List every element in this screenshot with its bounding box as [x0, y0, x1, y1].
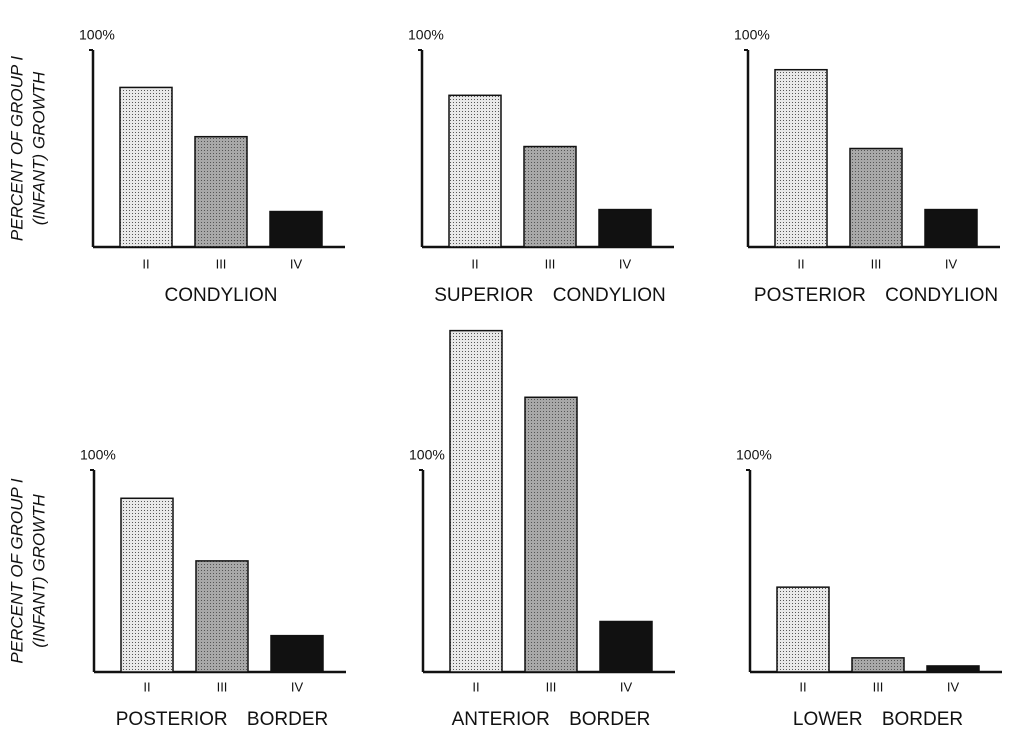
x-tick-label: III: [873, 679, 884, 694]
x-tick-label: IV: [947, 679, 960, 694]
bar: [270, 634, 324, 673]
x-tick-label: II: [143, 679, 150, 694]
x-tick-label: III: [871, 256, 882, 271]
y-tick-label: 100%: [734, 27, 770, 43]
y-axis-label: PERCENT OF GROUP I: [7, 478, 26, 663]
bar: [523, 145, 577, 248]
x-axis-label: SUPERIOR CONDYLION: [434, 285, 665, 306]
bar: [524, 396, 578, 673]
x-tick-label: IV: [620, 679, 633, 694]
bar: [774, 68, 828, 248]
y-tick-label: 100%: [80, 447, 116, 463]
x-axis-label: LOWER BORDER: [793, 709, 963, 730]
x-tick-label: II: [797, 256, 804, 271]
bar: [926, 665, 980, 673]
bar: [448, 94, 502, 248]
bar: [119, 86, 173, 248]
y-axis-label: (INFANT) GROWTH: [29, 493, 48, 647]
bar: [449, 329, 503, 673]
y-axis-label: PERCENT OF GROUP I: [7, 56, 26, 241]
x-tick-label: III: [546, 679, 557, 694]
x-tick-label: III: [545, 256, 556, 271]
x-axis-label: CONDYLION: [165, 285, 278, 306]
bar: [851, 657, 905, 673]
bar: [194, 135, 248, 248]
x-axis-label: ANTERIOR BORDER: [452, 709, 651, 730]
y-tick-label: 100%: [409, 447, 445, 463]
bar: [776, 586, 830, 673]
x-tick-label: II: [799, 679, 806, 694]
y-axis-label: (INFANT) GROWTH: [29, 71, 48, 225]
x-tick-label: II: [472, 679, 479, 694]
x-axis-label: POSTERIOR BORDER: [116, 709, 328, 730]
bar: [598, 208, 652, 248]
bar: [269, 210, 323, 248]
x-tick-label: IV: [290, 256, 303, 271]
x-tick-label: II: [471, 256, 478, 271]
x-tick-label: IV: [619, 256, 632, 271]
bar: [195, 560, 249, 673]
bar: [924, 208, 978, 248]
x-axis-label: POSTERIOR CONDYLION: [754, 285, 998, 306]
bar: [849, 147, 903, 248]
x-tick-label: IV: [291, 679, 304, 694]
y-tick-label: 100%: [736, 447, 772, 463]
y-tick-label: 100%: [79, 27, 115, 43]
bar: [120, 497, 174, 673]
x-tick-label: IV: [945, 256, 958, 271]
y-tick-label: 100%: [408, 27, 444, 43]
x-tick-label: III: [217, 679, 228, 694]
bar: [599, 620, 653, 673]
x-tick-label: II: [142, 256, 149, 271]
x-tick-label: III: [216, 256, 227, 271]
